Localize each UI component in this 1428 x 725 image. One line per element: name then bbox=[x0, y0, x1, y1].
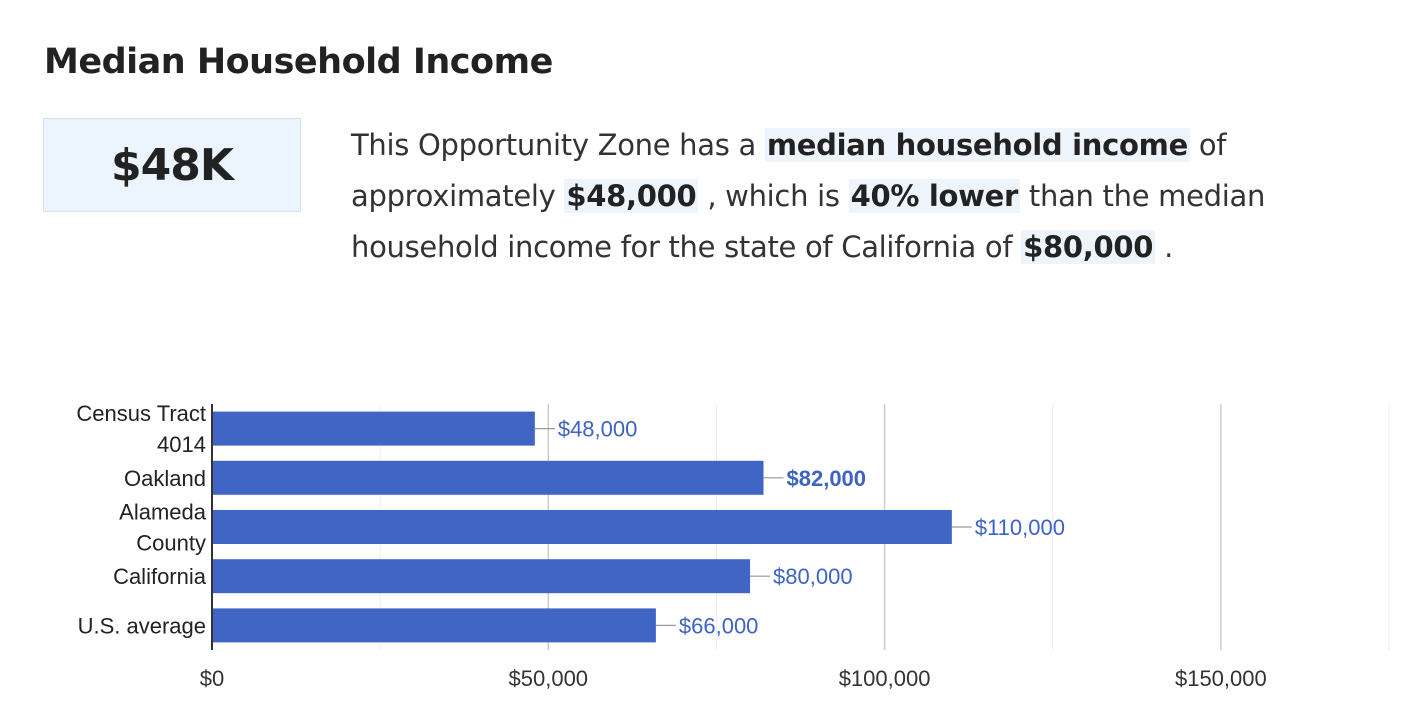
page-title: Median Household Income bbox=[44, 42, 553, 82]
x-tick-label: $50,000 bbox=[509, 666, 589, 691]
bar bbox=[212, 559, 751, 594]
bar-value-label: $48,000 bbox=[558, 417, 638, 442]
income-bar-chart: $0 $50,000 $100,000 $150,000 $48,000 Census T… bbox=[76, 401, 1390, 691]
bar bbox=[212, 510, 952, 544]
bar-value-label: $80,000 bbox=[773, 564, 853, 589]
category-label: Alameda bbox=[119, 500, 207, 525]
bar bbox=[212, 608, 656, 643]
desc-text-4: than the median household income for the… bbox=[351, 179, 1266, 264]
desc-value-highlight: $48,000 bbox=[564, 179, 699, 213]
bar bbox=[212, 460, 764, 495]
income-stat-value: $48K bbox=[111, 139, 234, 191]
category-label: Oakland bbox=[124, 466, 206, 491]
category-label: Census Tract bbox=[76, 401, 206, 426]
category-label: U.S. average bbox=[78, 613, 206, 638]
category-label: 4014 bbox=[157, 432, 206, 457]
bar-value-label: $110,000 bbox=[975, 515, 1065, 540]
desc-text-2: of approximately bbox=[351, 128, 1227, 213]
bar-value-label: $82,000 bbox=[787, 466, 867, 491]
desc-text-1: This Opportunity Zone has a bbox=[351, 128, 765, 162]
x-tick-label: $100,000 bbox=[839, 666, 931, 691]
income-stat-box: $48K bbox=[43, 118, 301, 212]
x-tick-label: $0 bbox=[200, 666, 224, 691]
desc-text-5: . bbox=[1155, 230, 1173, 264]
x-tick-label: $150,000 bbox=[1175, 666, 1267, 691]
desc-state-value-highlight: $80,000 bbox=[1021, 230, 1156, 264]
category-label: California bbox=[113, 564, 207, 589]
bar bbox=[212, 411, 535, 446]
desc-text-3: , which is bbox=[698, 179, 849, 213]
bar-value-label: $66,000 bbox=[679, 613, 759, 638]
desc-metric-highlight: median household income bbox=[764, 128, 1190, 162]
category-label: County bbox=[136, 531, 206, 556]
income-description: This Opportunity Zone has a median house… bbox=[351, 120, 1401, 273]
desc-comparison-highlight: 40% lower bbox=[848, 179, 1020, 213]
